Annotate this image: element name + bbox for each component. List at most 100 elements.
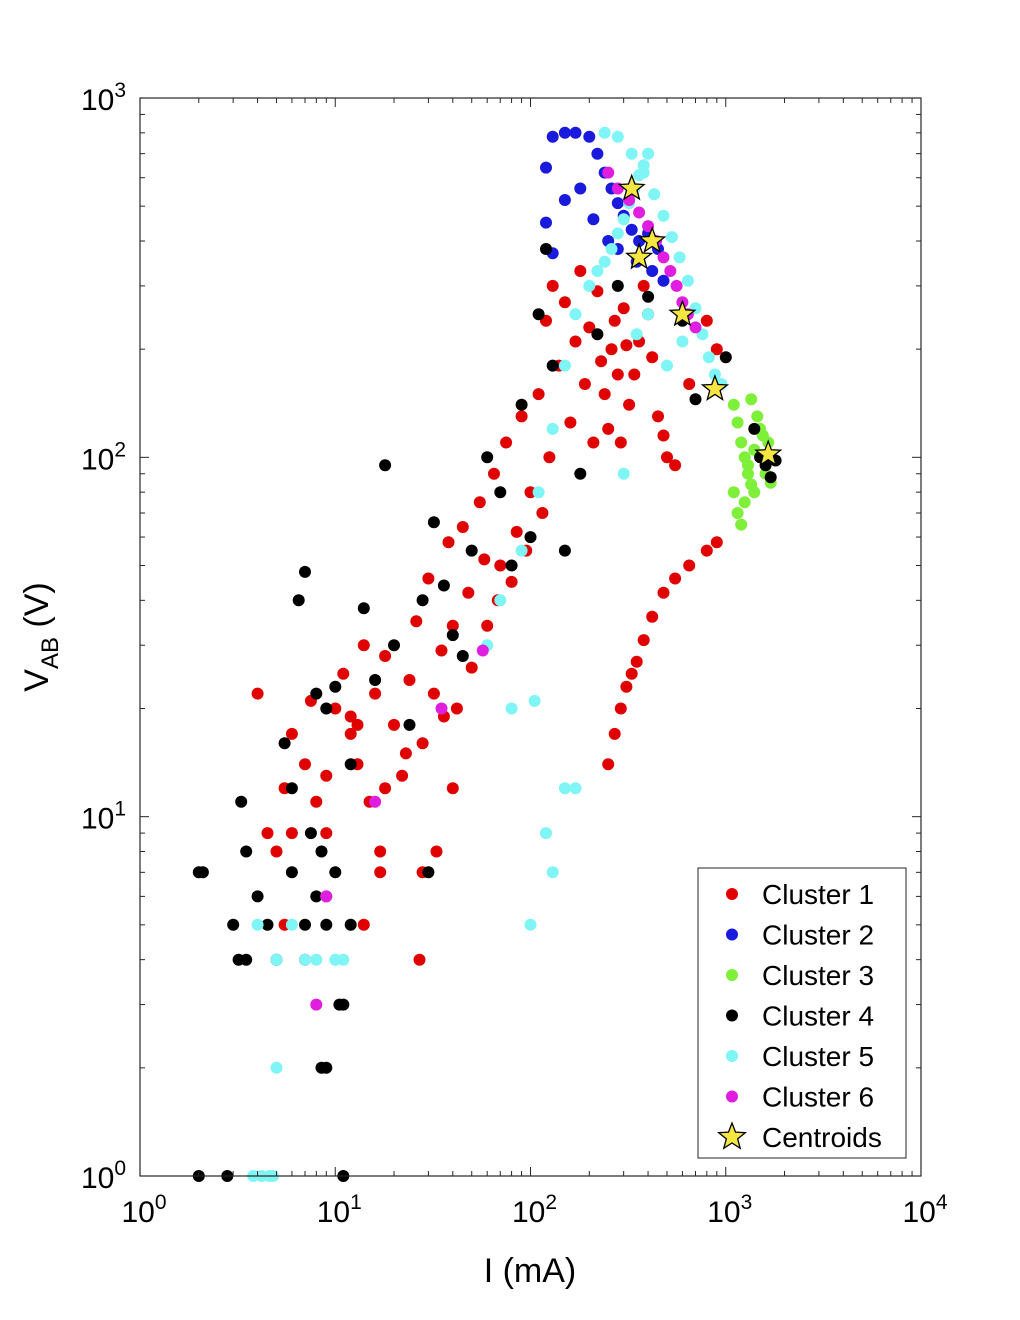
cluster-5-point bbox=[617, 467, 630, 480]
cluster-6-point bbox=[664, 265, 677, 277]
cluster-1-point bbox=[683, 559, 696, 572]
cluster-1-point bbox=[587, 436, 600, 449]
cluster-2-point bbox=[540, 216, 552, 229]
cluster-1-point bbox=[595, 355, 608, 368]
cluster-1-point bbox=[446, 619, 459, 632]
cluster-5-point bbox=[558, 359, 571, 372]
cluster-1-point bbox=[494, 559, 507, 572]
cluster-5-point bbox=[611, 130, 624, 143]
cluster-4-point bbox=[285, 866, 298, 879]
cluster-1-point bbox=[700, 544, 713, 557]
cluster-4-point bbox=[278, 737, 291, 750]
cluster-4-point bbox=[689, 393, 702, 406]
cluster-1-point bbox=[422, 572, 435, 585]
cluster-2-point bbox=[587, 213, 600, 226]
cluster-1-point bbox=[427, 687, 440, 700]
cluster-1-point bbox=[410, 615, 423, 628]
cluster-5-point bbox=[676, 335, 689, 348]
y-tick-label: 103 bbox=[81, 79, 126, 117]
legend-marker bbox=[726, 969, 738, 981]
cluster-3-point bbox=[731, 416, 744, 429]
legend-label: Cluster 3 bbox=[762, 960, 874, 991]
cluster-5-point bbox=[299, 953, 311, 966]
cluster-3-point bbox=[735, 436, 748, 449]
cluster-4-point bbox=[465, 544, 478, 557]
x-tick-label: 100 bbox=[121, 1191, 166, 1229]
cluster-4-point bbox=[292, 594, 305, 607]
cluster-1-point bbox=[396, 769, 409, 782]
cluster-1-point bbox=[652, 410, 664, 423]
cluster-2-point bbox=[625, 223, 638, 236]
cluster-2-point bbox=[558, 126, 571, 139]
cluster-2-point bbox=[574, 182, 587, 195]
cluster-5-point bbox=[617, 213, 630, 226]
cluster-4-point bbox=[333, 998, 346, 1011]
cluster-5-point bbox=[569, 308, 582, 321]
cluster-1-point bbox=[710, 343, 723, 356]
cluster-6-point bbox=[435, 702, 448, 715]
cluster-5-point bbox=[657, 209, 670, 222]
legend-item: Cluster 4 bbox=[726, 1001, 874, 1032]
cluster-1-point bbox=[261, 827, 274, 840]
cluster-1-point bbox=[614, 436, 627, 449]
cluster-4-point bbox=[574, 467, 587, 480]
cluster-1-point bbox=[379, 782, 392, 795]
cluster-1-point bbox=[446, 782, 459, 795]
cluster-4-point bbox=[481, 451, 494, 464]
cluster-4-point bbox=[558, 544, 571, 557]
cluster-6-point bbox=[320, 890, 333, 903]
cluster-5-point bbox=[648, 188, 661, 201]
cluster-1-point bbox=[646, 351, 659, 364]
cluster-1-point bbox=[669, 572, 682, 585]
cluster-1-point bbox=[379, 650, 392, 662]
legend-label: Cluster 5 bbox=[762, 1041, 874, 1072]
legend-item: Centroids bbox=[717, 1121, 882, 1153]
y-axis-label-main: V bbox=[18, 669, 56, 692]
cluster-4-point bbox=[196, 866, 209, 879]
cluster-4-point bbox=[235, 795, 248, 808]
cluster-2-point bbox=[646, 265, 659, 277]
centroid-points bbox=[617, 173, 783, 467]
cluster-5-point bbox=[546, 422, 559, 435]
legend-item: Cluster 6 bbox=[726, 1082, 874, 1113]
cluster-6-point bbox=[476, 644, 489, 657]
cluster-4-point bbox=[320, 1061, 333, 1074]
cluster-4-point bbox=[369, 674, 382, 686]
cluster-1-point bbox=[473, 496, 486, 509]
cluster-1-point bbox=[583, 321, 596, 334]
cluster-1-point bbox=[337, 667, 350, 680]
cluster-5-point bbox=[661, 359, 673, 372]
cluster-1-point bbox=[510, 525, 523, 538]
axis-ticks bbox=[139, 97, 922, 1177]
cluster-5-point bbox=[337, 953, 350, 966]
cluster-4-point bbox=[240, 845, 253, 858]
cluster-1-point bbox=[710, 536, 723, 549]
cluster-1-point bbox=[351, 718, 364, 731]
cluster-3-point bbox=[742, 467, 754, 480]
cluster-1-point bbox=[374, 845, 387, 858]
cluster-4-point bbox=[320, 918, 333, 931]
cluster-1-point bbox=[546, 279, 559, 292]
cluster-4-point bbox=[764, 471, 777, 484]
cluster-1-point bbox=[481, 619, 494, 632]
cluster-1-point bbox=[657, 586, 670, 599]
cluster-1-point bbox=[623, 398, 636, 411]
legend-item: Cluster 3 bbox=[726, 960, 874, 991]
cluster-2-point bbox=[591, 147, 604, 160]
cluster-4-point bbox=[227, 918, 240, 931]
cluster-6-point bbox=[689, 321, 702, 334]
cluster-4-point bbox=[315, 845, 328, 858]
cluster-1-point bbox=[270, 845, 283, 858]
cluster-2-point bbox=[540, 161, 552, 174]
cluster-6-point bbox=[310, 998, 323, 1011]
cluster-4-point bbox=[524, 531, 537, 544]
cluster-3-point bbox=[742, 459, 754, 472]
cluster-4-point bbox=[285, 782, 298, 795]
cluster-5-point bbox=[673, 251, 686, 264]
cluster-4-point bbox=[329, 866, 342, 879]
cluster-1-point bbox=[462, 586, 475, 599]
cluster-5-point bbox=[251, 918, 264, 931]
centroid-marker bbox=[754, 439, 783, 467]
cluster-1-point bbox=[515, 410, 528, 423]
cluster-3-point bbox=[731, 507, 744, 519]
